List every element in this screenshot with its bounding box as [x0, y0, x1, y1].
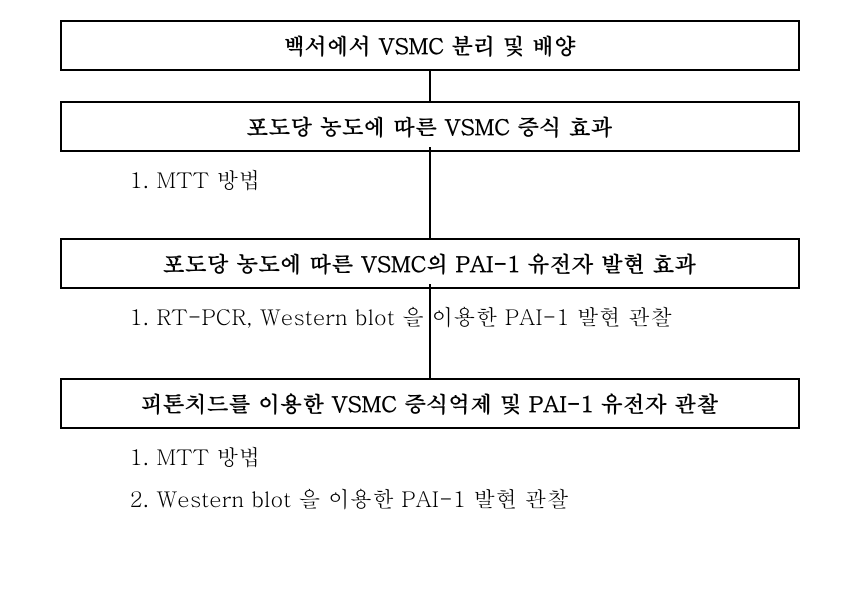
flow-step-1: 백서에서 VSMC 분리 및 배양	[60, 20, 799, 71]
sublist-item: 1. MTT 방법	[130, 160, 800, 200]
box-label: 백서에서 VSMC 분리 및 배양	[283, 30, 576, 61]
connector-1-2	[429, 71, 431, 101]
box-label: 포도당 농도에 따른 VSMC 증식 효과	[246, 111, 612, 142]
flow-step-2: 포도당 농도에 따른 VSMC 증식 효과 1. MTT 방법	[60, 101, 799, 202]
sublist-item: 1. MTT 방법	[130, 437, 800, 477]
connector-3-4	[429, 284, 431, 372]
sublist-item: 1. RT-PCR, Western blot 을 이용한 PAI-1 발현 관…	[130, 297, 800, 337]
box-pai1-expression: 포도당 농도에 따른 VSMC의 PAI-1 유전자 발현 효과	[60, 238, 800, 289]
sublist-item: 2. Western blot 을 이용한 PAI-1 발현 관찰	[130, 479, 800, 519]
box-label: 포도당 농도에 따른 VSMC의 PAI-1 유전자 발현 효과	[163, 248, 696, 279]
box-label: 피톤치드를 이용한 VSMC 증식억제 및 PAI-1 유전자 관찰	[141, 388, 718, 419]
connector-2-3	[429, 147, 431, 229]
flow-step-3: 포도당 농도에 따른 VSMC의 PAI-1 유전자 발현 효과 1. RT-P…	[60, 238, 799, 339]
box-glucose-proliferation: 포도당 농도에 따른 VSMC 증식 효과	[60, 101, 800, 152]
box-vsmc-isolation: 백서에서 VSMC 분리 및 배양	[60, 20, 800, 71]
flow-step-4: 피톤치드를 이용한 VSMC 증식억제 및 PAI-1 유전자 관찰 1. MT…	[60, 378, 799, 520]
sublist-step-4: 1. MTT 방법 2. Western blot 을 이용한 PAI-1 발현…	[60, 429, 800, 520]
box-phytoncide: 피톤치드를 이용한 VSMC 증식억제 및 PAI-1 유전자 관찰	[60, 378, 800, 429]
flowchart-container: 백서에서 VSMC 분리 및 배양 포도당 농도에 따른 VSMC 증식 효과 …	[60, 20, 799, 520]
